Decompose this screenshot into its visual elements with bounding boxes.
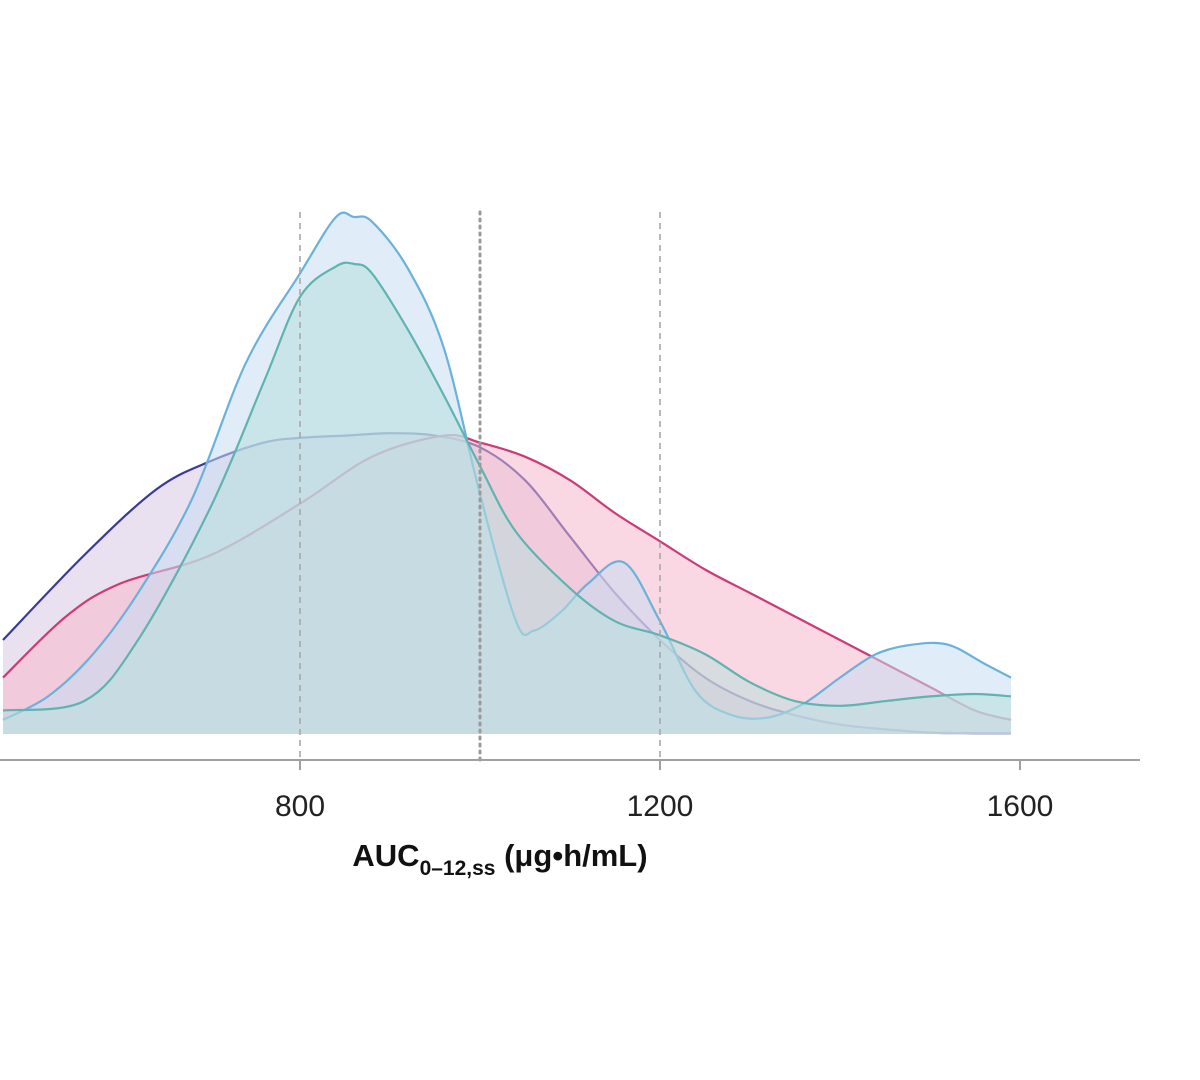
x-tick-label: 1600 — [987, 790, 1054, 823]
x-axis: 800 1200 1600 — [0, 759, 1140, 823]
density-series-layer — [2, 211, 1012, 735]
x-axis-title: AUC0–12,ss (μg•h/mL) — [352, 838, 647, 880]
x-tick-label: 800 — [275, 790, 325, 823]
density-area-4 — [3, 262, 1011, 734]
reference-lines — [299, 210, 661, 762]
x-axis-title-unit: (μg•h/mL) — [496, 838, 648, 873]
density-line-4 — [2, 261, 1012, 712]
x-tick-label: 1200 — [627, 790, 694, 823]
x-axis-title-main: AUC — [352, 838, 419, 873]
x-axis-title-subscript: 0–12,ss — [420, 857, 496, 880]
